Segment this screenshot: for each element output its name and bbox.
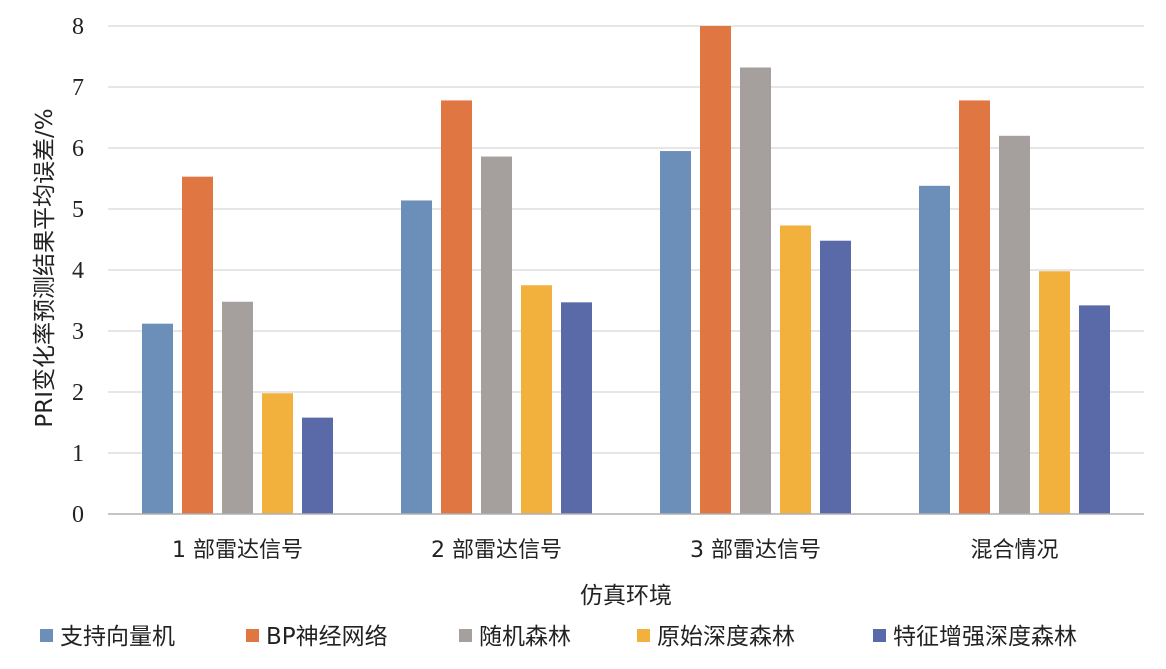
bar [820, 240, 851, 514]
y-tick-label: 2 [72, 380, 84, 406]
bar [142, 323, 173, 514]
x-category-label: 2 部雷达信号 [431, 538, 562, 563]
y-tick-label: 1 [72, 441, 84, 467]
legend-label: 原始深度森林 [657, 624, 795, 650]
y-tick-label: 6 [72, 136, 84, 162]
y-tick-label: 3 [72, 319, 84, 345]
bar [182, 176, 213, 515]
y-tick-label: 4 [72, 258, 84, 284]
bar [262, 393, 293, 514]
legend-label: 特征增强深度森林 [893, 624, 1077, 650]
x-axis-categories: 1 部雷达信号 2 部雷达信号 3 部雷达信号 混合情况 [172, 538, 1059, 563]
bar [999, 135, 1030, 515]
bar [521, 285, 552, 514]
legend-swatch [873, 629, 886, 642]
legend-label: 支持向量机 [60, 624, 175, 650]
legend-item: 原始深度森林 [637, 624, 795, 650]
legend-swatch [40, 629, 53, 642]
gridlines [108, 25, 1144, 454]
legend-swatch [246, 629, 259, 642]
y-tick-label: 7 [72, 75, 84, 101]
legend-swatch [637, 629, 650, 642]
bar [481, 156, 512, 515]
bar [1039, 271, 1070, 514]
bar [561, 302, 592, 514]
bar [740, 67, 771, 514]
legend-swatch [459, 629, 472, 642]
bar [959, 100, 990, 515]
x-category-label: 1 部雷达信号 [172, 538, 303, 563]
legend-item: 随机森林 [459, 624, 571, 650]
bars [142, 26, 1110, 515]
legend: 支持向量机 BP神经网络 随机森林 原始深度森林 特征增强深度森林 [40, 624, 1077, 650]
bar [919, 185, 950, 514]
x-axis-title: 仿真环境 [580, 583, 672, 609]
bar [441, 100, 472, 515]
y-tick-label: 5 [72, 197, 84, 223]
x-category-label: 3 部雷达信号 [690, 538, 821, 563]
bar [660, 151, 691, 515]
bar [401, 200, 432, 514]
legend-item: 支持向量机 [40, 624, 175, 650]
bar [700, 26, 731, 514]
bar [222, 301, 253, 514]
y-axis-title: PRI变化率预测结果平均误差/% [32, 108, 58, 427]
y-axis-ticks: 0 1 2 3 4 5 6 7 8 [72, 14, 84, 528]
bar [1079, 305, 1110, 514]
y-tick-label: 8 [72, 14, 84, 40]
legend-item: 特征增强深度森林 [873, 624, 1077, 650]
legend-label: 随机森林 [479, 624, 571, 650]
bar [780, 225, 811, 514]
bar [302, 417, 333, 514]
legend-label: BP神经网络 [266, 624, 388, 650]
legend-item: BP神经网络 [246, 624, 388, 650]
x-category-label: 混合情况 [970, 538, 1058, 563]
y-tick-label: 0 [72, 502, 84, 528]
